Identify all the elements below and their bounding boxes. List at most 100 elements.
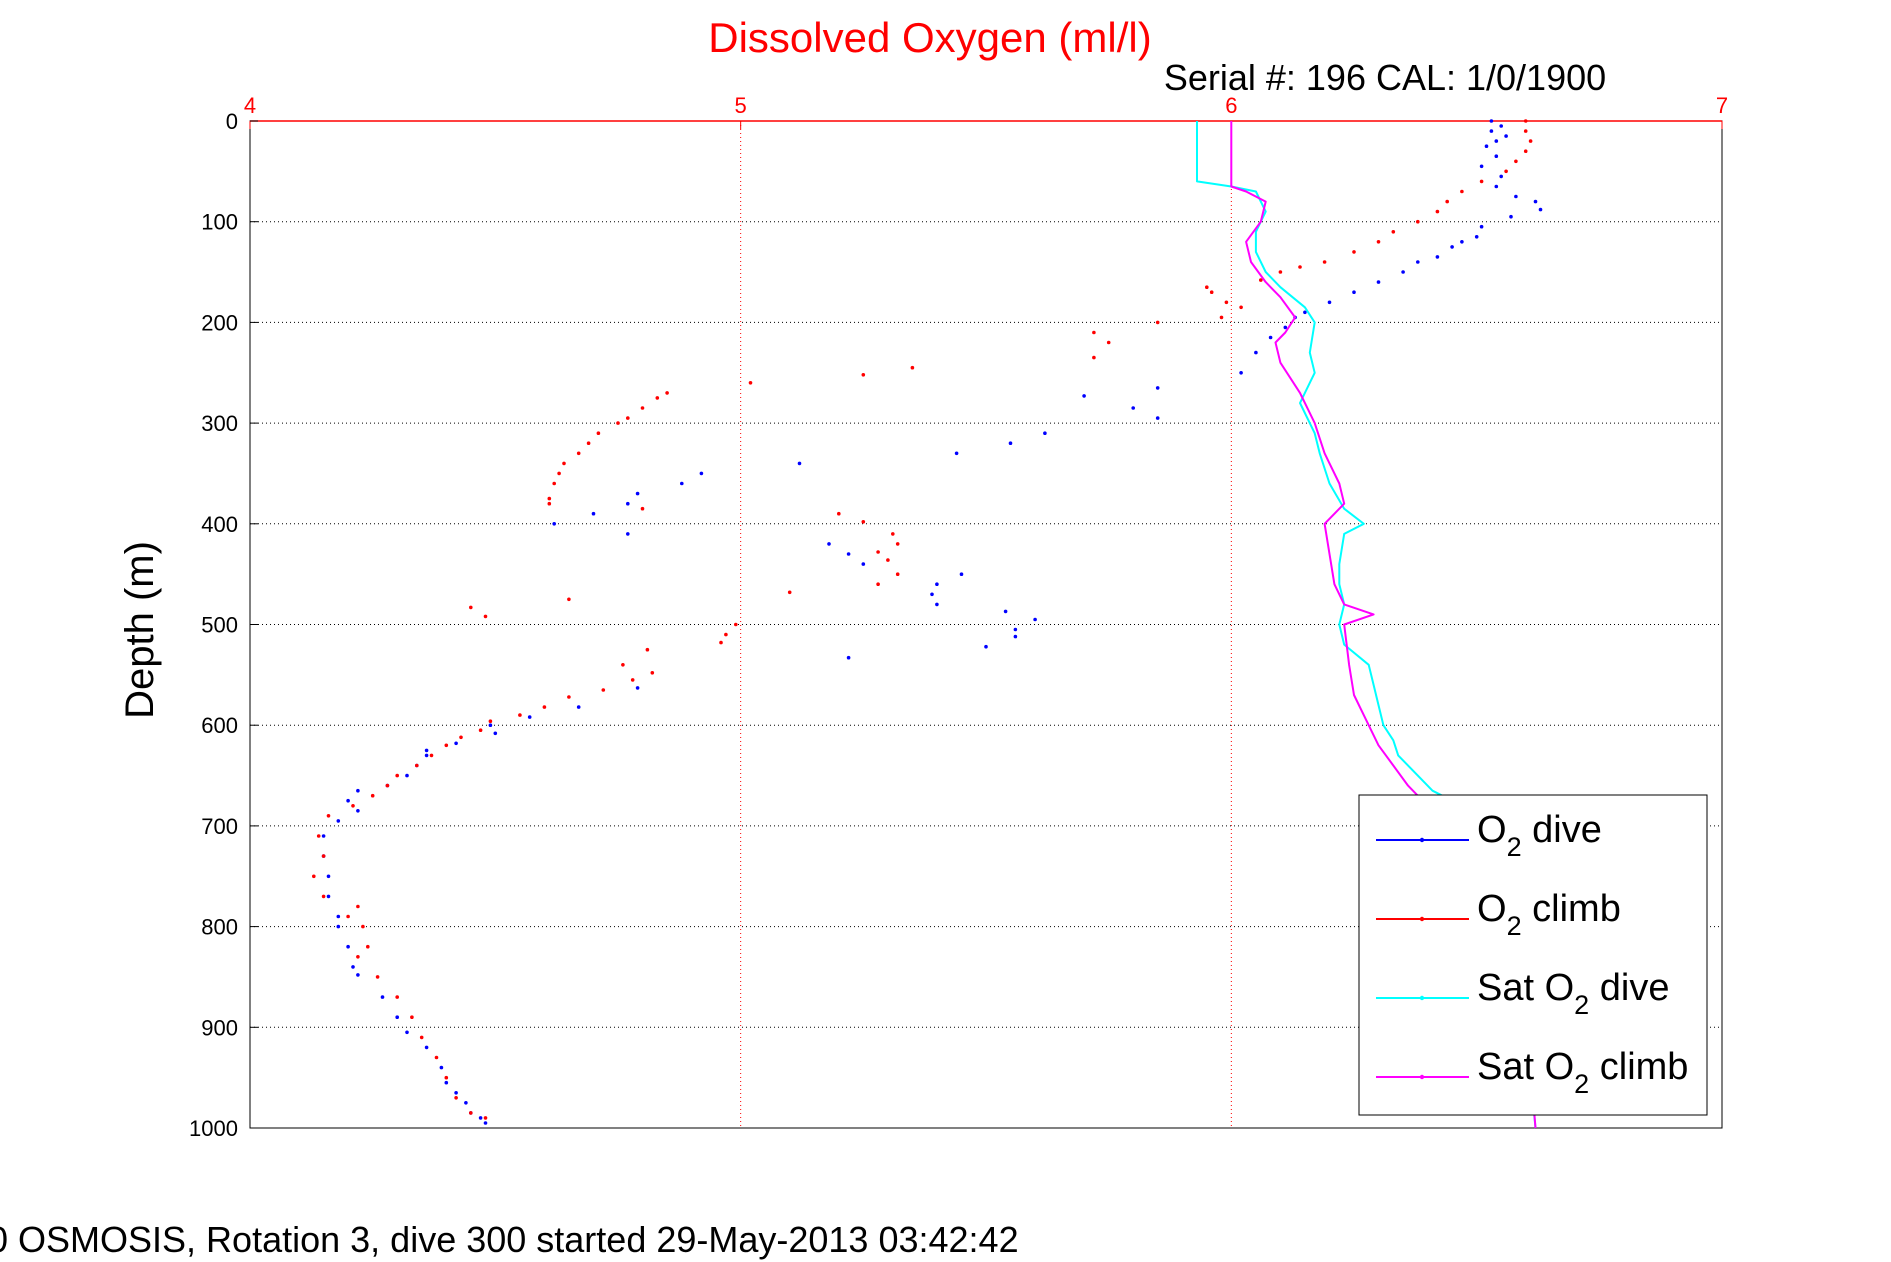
data-point-o2-dive bbox=[1376, 280, 1381, 284]
data-point-o2-climb bbox=[1239, 305, 1243, 310]
data-point-o2-climb bbox=[910, 365, 915, 370]
data-point-o2-climb bbox=[1092, 330, 1096, 335]
data-point-o2-dive bbox=[1155, 386, 1160, 390]
y-tick-label: 800 bbox=[201, 915, 238, 940]
data-point-o2-dive bbox=[1538, 207, 1543, 212]
data-point-o2-dive bbox=[626, 501, 630, 506]
data-point-o2-climb bbox=[1523, 149, 1528, 153]
data-point-o2-climb bbox=[748, 381, 753, 385]
data-point-o2-dive bbox=[351, 965, 355, 969]
data-point-o2-dive bbox=[1484, 144, 1489, 148]
data-point-o2-climb bbox=[1205, 285, 1209, 290]
data-point-o2-climb bbox=[1416, 219, 1420, 224]
data-point-o2-dive bbox=[336, 819, 341, 823]
data-point-o2-climb bbox=[650, 671, 655, 675]
data-point-o2-dive bbox=[1504, 134, 1508, 138]
data-point-o2-dive bbox=[1509, 214, 1513, 219]
data-point-o2-dive bbox=[935, 582, 939, 586]
x-tick-labels: 4 5 6 7 bbox=[244, 93, 1728, 129]
data-point-o2-climb bbox=[1391, 230, 1396, 234]
data-point-o2-climb bbox=[488, 719, 493, 723]
data-point-o2-climb bbox=[837, 511, 841, 516]
data-point-o2-dive bbox=[326, 894, 331, 899]
data-point-o2-climb bbox=[1322, 260, 1327, 264]
data-point-o2-climb bbox=[478, 728, 483, 732]
data-point-o2-dive bbox=[1008, 441, 1013, 446]
y-tick-labels: 0 100 200 300 400 500 600 700 800 900 1000 bbox=[189, 109, 258, 1141]
data-point-o2-dive bbox=[346, 798, 350, 803]
data-point-o2-climb bbox=[562, 461, 566, 466]
data-point-o2-dive bbox=[1499, 174, 1503, 179]
data-point-o2-dive bbox=[635, 686, 640, 690]
data-point-o2-dive bbox=[1082, 394, 1086, 398]
legend-box bbox=[1358, 794, 1708, 1116]
data-point-o2-dive bbox=[478, 1116, 483, 1120]
data-point-o2-climb bbox=[385, 783, 390, 788]
data-point-o2-climb bbox=[469, 605, 473, 610]
data-point-o2-dive bbox=[1494, 139, 1499, 143]
data-point-o2-climb bbox=[518, 713, 522, 717]
data-point-o2-dive bbox=[1450, 245, 1454, 249]
y-tick-label: 1000 bbox=[189, 1116, 238, 1141]
data-point-o2-dive bbox=[1352, 290, 1356, 295]
data-point-o2-dive bbox=[1268, 335, 1273, 340]
y-tick-label: 700 bbox=[201, 814, 238, 839]
data-point-o2-climb bbox=[621, 663, 625, 667]
data-point-o2-climb bbox=[483, 1116, 488, 1120]
data-point-o2-dive bbox=[464, 1101, 468, 1105]
legend-marker-sat-dive bbox=[1419, 995, 1425, 1001]
data-point-o2-climb bbox=[395, 773, 400, 778]
series-o2-dive bbox=[321, 119, 1543, 1125]
data-point-o2-climb bbox=[434, 1055, 439, 1060]
data-point-o2-dive bbox=[346, 944, 350, 949]
data-point-o2-climb bbox=[665, 391, 669, 395]
data-point-o2-climb bbox=[375, 975, 380, 979]
data-point-o2-climb bbox=[1219, 315, 1224, 320]
legend-label-sat-climb: Sat O2 climb bbox=[1477, 1046, 1688, 1099]
data-point-o2-climb bbox=[547, 501, 552, 506]
data-point-o2-dive bbox=[405, 1030, 409, 1035]
data-point-o2-dive bbox=[861, 562, 866, 566]
data-point-o2-dive bbox=[1489, 119, 1494, 123]
data-point-o2-climb bbox=[861, 520, 866, 524]
data-point-o2-climb bbox=[1224, 300, 1229, 305]
x-tick-label: 4 bbox=[244, 93, 256, 118]
data-point-o2-dive bbox=[699, 471, 704, 476]
data-point-o2-dive bbox=[1155, 416, 1160, 420]
data-point-o2-climb bbox=[645, 647, 650, 652]
data-point-o2-dive bbox=[405, 773, 409, 778]
data-point-o2-climb bbox=[891, 532, 895, 536]
data-point-o2-climb bbox=[640, 506, 645, 511]
data-point-o2-dive bbox=[444, 1080, 449, 1085]
data-point-o2-climb bbox=[444, 743, 449, 748]
legend-label-o2-climb: O2 climb bbox=[1477, 888, 1621, 941]
data-point-o2-dive bbox=[1283, 325, 1288, 330]
data-point-o2-climb bbox=[1460, 189, 1464, 194]
data-point-o2-climb bbox=[719, 640, 723, 645]
data-point-o2-climb bbox=[1523, 129, 1528, 133]
data-point-o2-dive bbox=[846, 655, 851, 660]
data-point-o2-dive bbox=[395, 1015, 400, 1019]
data-point-o2-dive bbox=[356, 788, 360, 793]
data-point-o2-dive bbox=[1533, 199, 1538, 204]
data-point-o2-climb bbox=[567, 695, 571, 699]
data-point-o2-dive bbox=[439, 1065, 444, 1070]
data-point-o2-climb bbox=[459, 735, 463, 740]
data-point-o2-dive bbox=[1435, 255, 1440, 259]
data-point-o2-dive bbox=[552, 522, 556, 526]
data-point-o2-dive bbox=[1239, 371, 1243, 375]
data-point-o2-climb bbox=[1278, 270, 1283, 274]
data-point-o2-dive bbox=[321, 834, 326, 838]
data-point-o2-climb bbox=[557, 471, 561, 476]
data-point-o2-climb bbox=[1504, 169, 1508, 174]
y-tick-label: 300 bbox=[201, 411, 238, 436]
data-point-o2-climb bbox=[346, 914, 350, 919]
data-point-o2-climb bbox=[542, 705, 547, 709]
data-point-o2-climb bbox=[1209, 290, 1214, 295]
data-point-o2-climb bbox=[601, 688, 606, 692]
data-point-o2-dive bbox=[1033, 617, 1037, 622]
data-point-o2-dive bbox=[483, 1121, 488, 1125]
data-point-o2-climb bbox=[1435, 209, 1440, 214]
data-point-o2-climb bbox=[1445, 199, 1449, 204]
data-point-o2-climb bbox=[567, 597, 571, 602]
